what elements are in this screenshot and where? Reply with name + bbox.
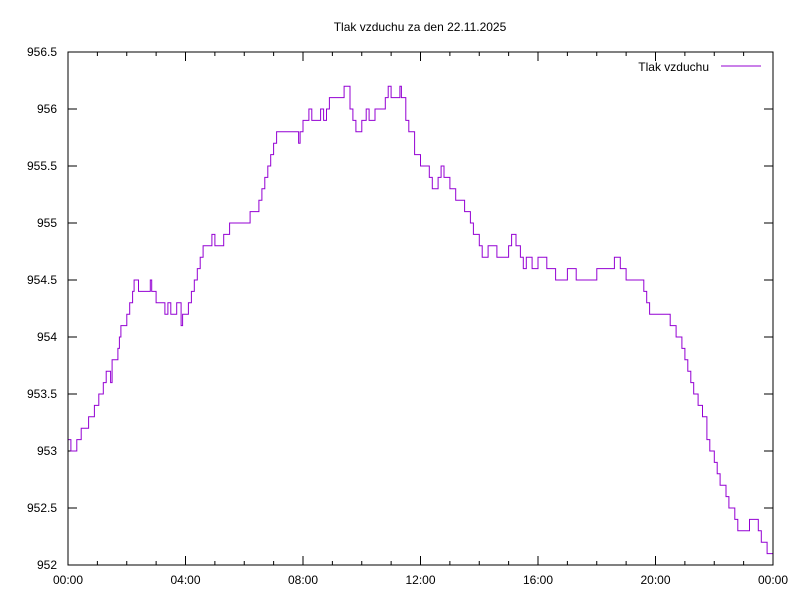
legend: Tlak vzduchu [638,60,761,74]
x-tick-label: 20:00 [640,573,670,587]
y-tick-label: 953 [37,444,57,458]
x-tick-label: 12:00 [405,573,435,587]
legend-label: Tlak vzduchu [638,60,709,74]
x-tick-label: 04:00 [170,573,200,587]
axes: 952 952.5 953 953.5 954 954.5 955 955.5 956 956.5… [27,45,788,587]
chart-title: Tlak vzduchu za den 22.11.2025 [334,20,507,34]
series-layer [68,85,773,555]
y-tick-label: 952 [37,558,57,572]
x-tick-label: 00:00 [53,573,83,587]
x-tick-label: 08:00 [288,573,318,587]
plot-border [67,51,774,566]
y-tick-label: 952.5 [27,501,57,515]
series-line-0 [68,85,773,555]
y-tick-label: 954 [37,330,57,344]
y-tick-label: 956.5 [27,45,57,59]
x-tick-label: 16:00 [523,573,553,587]
y-tick-label: 956 [37,102,57,116]
y-tick-label: 953.5 [27,387,57,401]
y-tick-label: 955.5 [27,159,57,173]
y-tick-label: 955 [37,216,57,230]
x-tick-label: 00:00 [758,573,788,587]
y-tick-label: 954.5 [27,273,57,287]
